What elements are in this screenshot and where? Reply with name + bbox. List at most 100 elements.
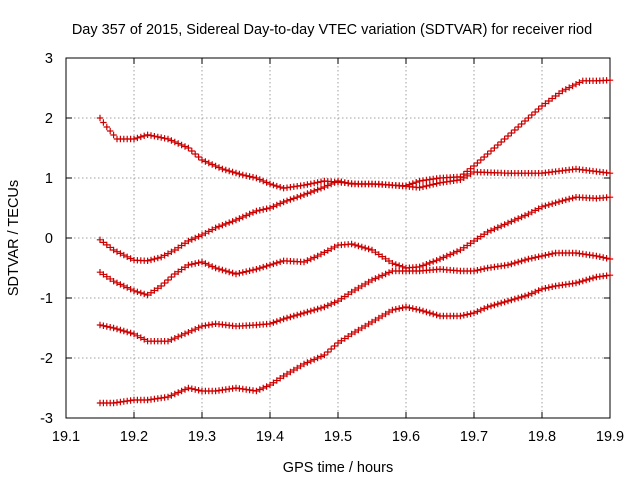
data-point <box>100 322 107 329</box>
data-point <box>317 251 325 258</box>
data-point <box>164 135 172 143</box>
data-point <box>185 329 192 336</box>
data-point <box>392 306 399 313</box>
data-point <box>113 279 121 286</box>
data-point <box>283 370 291 378</box>
data-point <box>110 246 117 254</box>
data-point <box>606 255 614 263</box>
data-point <box>205 261 212 269</box>
data-point <box>243 268 250 275</box>
data-point <box>290 366 297 374</box>
data-point <box>297 310 304 318</box>
data-point <box>178 242 185 249</box>
data-point <box>147 289 155 296</box>
data-point <box>481 231 488 238</box>
data-point <box>202 260 209 267</box>
data-point <box>504 132 512 140</box>
data-point <box>392 261 399 268</box>
data-point <box>263 383 270 390</box>
data-point <box>518 257 525 265</box>
data-point <box>300 182 308 189</box>
data-point <box>287 196 294 203</box>
data-point <box>127 286 134 293</box>
y-tick-label: 2 <box>45 111 53 127</box>
data-point <box>110 324 117 332</box>
data-point <box>508 218 515 225</box>
data-point <box>130 287 138 294</box>
data-point <box>538 203 546 210</box>
data-point <box>117 326 124 334</box>
data-point <box>181 264 189 271</box>
data-point <box>552 199 559 206</box>
data-point <box>487 147 495 155</box>
data-point <box>426 309 433 317</box>
series-5-points <box>96 272 614 407</box>
data-point <box>382 270 389 278</box>
data-point <box>334 177 342 185</box>
data-point <box>209 263 216 270</box>
data-point <box>314 252 321 260</box>
data-point <box>552 92 559 100</box>
data-point <box>222 267 229 275</box>
data-point <box>168 137 175 144</box>
data-point <box>263 205 270 212</box>
data-point <box>256 207 263 214</box>
data-point <box>287 368 294 376</box>
data-point <box>117 250 124 257</box>
data-point <box>260 177 267 185</box>
data-point <box>100 239 107 246</box>
data-point <box>287 313 294 321</box>
data-point <box>535 253 542 260</box>
data-point <box>307 180 314 187</box>
data-point <box>324 247 331 254</box>
data-point <box>532 108 539 116</box>
data-point <box>532 288 539 296</box>
data-point <box>219 222 226 229</box>
data-point <box>205 159 212 167</box>
data-point <box>542 100 549 107</box>
data-point <box>416 184 423 191</box>
data-point <box>372 316 379 324</box>
data-point <box>328 300 335 308</box>
data-point <box>307 255 314 263</box>
data-point <box>314 354 321 362</box>
data-point <box>314 305 321 313</box>
data-point <box>280 198 287 206</box>
data-point <box>375 314 382 322</box>
data-point <box>338 178 345 185</box>
data-point <box>511 295 518 303</box>
data-point <box>453 248 461 255</box>
data-point <box>141 132 148 140</box>
axis-ticks <box>65 57 611 419</box>
data-point <box>481 265 488 272</box>
data-point <box>294 364 301 372</box>
data-point <box>324 182 331 189</box>
y-tick-label: 3 <box>45 51 53 67</box>
data-point <box>487 227 495 234</box>
data-point <box>518 213 525 221</box>
data-point <box>477 156 484 164</box>
data-point <box>120 327 127 335</box>
data-point <box>528 290 535 297</box>
data-point <box>321 351 328 359</box>
data-point <box>321 183 328 191</box>
data-point <box>181 330 189 337</box>
data-point <box>324 348 331 356</box>
data-point <box>188 147 195 155</box>
data-point <box>402 182 410 189</box>
data-point <box>229 269 236 277</box>
data-point <box>443 252 450 260</box>
data-point <box>273 259 280 267</box>
data-point <box>508 129 515 137</box>
data-point <box>171 335 178 342</box>
data-point <box>365 278 372 286</box>
data-point <box>351 286 359 294</box>
data-point <box>379 312 386 320</box>
data-point <box>358 324 365 332</box>
data-point <box>304 190 311 197</box>
data-point <box>215 223 223 230</box>
y-axis-label: SDTVAR / TECUs <box>6 180 22 296</box>
data-point <box>236 270 243 277</box>
data-point <box>246 210 253 218</box>
data-point <box>399 304 406 311</box>
